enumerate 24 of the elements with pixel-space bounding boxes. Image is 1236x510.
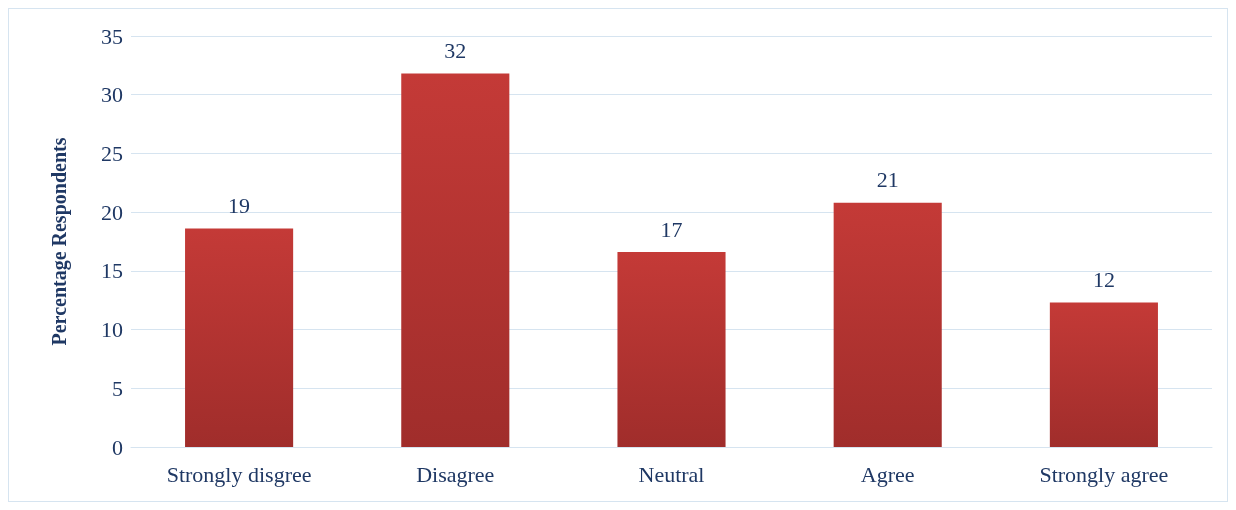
y-tick-label: 0 <box>112 434 123 460</box>
y-tick-label: 20 <box>101 199 123 225</box>
bar <box>401 73 510 447</box>
data-label: 12 <box>1092 267 1115 293</box>
bar <box>1049 302 1158 447</box>
y-tick-label: 30 <box>101 82 123 108</box>
bar <box>185 228 294 447</box>
y-tick-label: 25 <box>101 140 123 166</box>
x-tick-label: Agree <box>860 461 915 487</box>
x-tick-label: Strongly agree <box>1039 461 1169 487</box>
y-tick-label: 5 <box>112 375 123 401</box>
y-tick-label: 10 <box>101 317 123 343</box>
data-label: 32 <box>444 38 467 64</box>
y-axis-title: Percentage Respondents <box>48 137 71 346</box>
x-tick-label: Strongly disgree <box>166 461 312 487</box>
bar <box>833 202 942 447</box>
x-tick-label: Neutral <box>638 461 705 487</box>
bar <box>617 252 726 447</box>
y-tick-label: 15 <box>101 258 123 284</box>
y-tick-label: 35 <box>101 23 123 49</box>
data-label: 21 <box>876 167 899 193</box>
data-label: 19 <box>228 193 251 219</box>
x-tick-label: Disagree <box>416 461 495 487</box>
data-label: 17 <box>660 216 683 242</box>
